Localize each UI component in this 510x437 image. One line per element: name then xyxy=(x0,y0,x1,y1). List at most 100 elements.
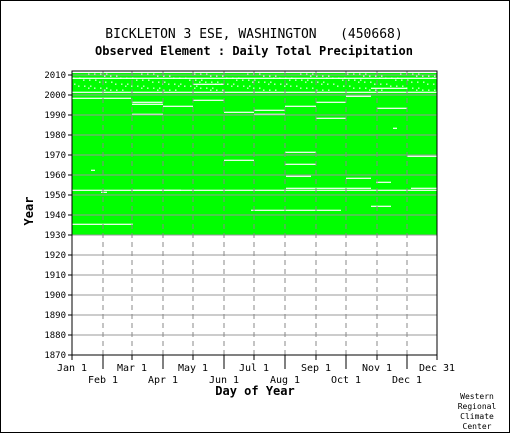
missing-day-mark xyxy=(243,85,245,87)
missing-day-mark xyxy=(275,75,277,77)
missing-day-mark xyxy=(428,89,430,91)
missing-day-mark xyxy=(317,81,319,83)
missing-day-mark xyxy=(422,89,424,91)
missing-day-mark xyxy=(269,75,271,77)
missing-day-mark xyxy=(88,73,90,75)
missing-day-mark xyxy=(296,85,298,87)
missing-day-mark xyxy=(147,87,149,89)
y-tick-label: 1900 xyxy=(44,291,66,301)
y-tick-label: 1880 xyxy=(44,331,66,341)
missing-day-mark xyxy=(300,87,302,89)
missing-day-mark xyxy=(115,83,117,85)
missing-day-mark xyxy=(310,75,312,77)
missing-day-mark xyxy=(163,75,165,77)
missing-day-mark xyxy=(322,75,324,77)
missing-day-mark xyxy=(285,77,287,79)
missing-day-mark xyxy=(185,77,187,79)
missing-data-segment xyxy=(224,111,254,113)
missing-day-mark xyxy=(195,79,197,81)
chart-subtitle: Observed Element : Daily Total Precipita… xyxy=(95,44,413,58)
missing-day-mark xyxy=(249,85,251,87)
missing-day-mark xyxy=(416,75,418,77)
missing-day-mark xyxy=(216,89,218,91)
x-tick-label: Dec 1 xyxy=(392,375,422,386)
missing-day-mark xyxy=(201,79,203,81)
y-tick-label: 2000 xyxy=(44,91,66,101)
missing-data-segment xyxy=(132,113,163,115)
missing-day-mark xyxy=(354,79,356,81)
missing-day-mark xyxy=(344,77,346,79)
missing-day-mark xyxy=(328,89,330,91)
missing-data-segment xyxy=(132,101,163,103)
missing-day-mark xyxy=(332,77,334,79)
missing-day-mark xyxy=(95,79,97,81)
x-tick-label: Sep 1 xyxy=(301,363,331,374)
missing-day-mark xyxy=(231,85,233,87)
missing-day-mark xyxy=(233,83,235,85)
missing-day-mark xyxy=(153,73,155,75)
missing-day-mark xyxy=(432,77,434,79)
missing-day-mark xyxy=(301,79,303,81)
missing-day-mark xyxy=(159,87,161,89)
credit-line: Regional xyxy=(458,402,497,411)
missing-day-mark xyxy=(284,85,286,87)
credit-line: Climate xyxy=(460,412,494,421)
y-tick-label: 1890 xyxy=(44,311,66,321)
missing-day-mark xyxy=(169,89,171,91)
missing-day-mark xyxy=(194,87,196,89)
y-axis-label: Year xyxy=(22,197,36,226)
missing-day-mark xyxy=(215,83,217,85)
missing-data-segment xyxy=(72,97,131,99)
missing-day-mark xyxy=(397,77,399,79)
credit-line: Center xyxy=(463,422,492,431)
missing-day-mark xyxy=(147,73,149,75)
missing-day-mark xyxy=(363,75,365,77)
missing-day-mark xyxy=(252,81,254,83)
missing-data-segment xyxy=(346,95,371,97)
x-tick-label: Jul 1 xyxy=(239,363,269,374)
plot-area: 1870 1880 1890 1900 1910 1920 1930 1940 1950 1960… xyxy=(44,70,455,386)
y-tick-label: 1990 xyxy=(44,111,66,121)
missing-day-mark xyxy=(347,73,349,75)
x-axis-label: Day of Year xyxy=(215,384,294,398)
missing-day-mark xyxy=(359,73,361,75)
missing-day-mark xyxy=(111,81,113,83)
missing-data-segment xyxy=(91,169,95,171)
missing-data-segment xyxy=(193,99,224,101)
missing-data-segment xyxy=(393,127,397,129)
missing-day-mark xyxy=(263,89,265,91)
missing-day-mark xyxy=(227,83,229,85)
missing-data-segment xyxy=(224,159,254,161)
x-tick-label: Feb 1 xyxy=(88,375,118,386)
missing-data-segment xyxy=(371,87,407,89)
missing-day-mark xyxy=(99,81,101,83)
missing-day-mark xyxy=(300,73,302,75)
missing-day-mark xyxy=(312,73,314,75)
missing-day-mark xyxy=(158,81,160,83)
missing-day-mark xyxy=(390,85,392,87)
missing-day-mark xyxy=(323,81,325,83)
x-tick-label: Aug 1 xyxy=(270,375,300,386)
missing-day-mark xyxy=(360,79,362,81)
missing-day-mark xyxy=(417,81,419,83)
missing-day-mark xyxy=(263,75,265,77)
missing-day-mark xyxy=(120,77,122,79)
missing-day-mark xyxy=(400,73,402,75)
missing-day-mark xyxy=(258,81,260,83)
missing-day-mark xyxy=(237,85,239,87)
missing-day-mark xyxy=(396,85,398,87)
missing-day-mark xyxy=(127,83,129,85)
missing-day-mark xyxy=(105,81,107,83)
missing-day-mark xyxy=(131,85,133,87)
missing-day-mark xyxy=(412,73,414,75)
missing-day-mark xyxy=(189,79,191,81)
missing-day-mark xyxy=(375,75,377,77)
missing-day-mark xyxy=(94,87,96,89)
missing-day-mark xyxy=(190,85,192,87)
missing-day-mark xyxy=(279,77,281,79)
missing-day-mark xyxy=(184,85,186,87)
missing-day-mark xyxy=(210,89,212,91)
credit-line: Western xyxy=(460,392,494,401)
missing-day-mark xyxy=(375,89,377,91)
